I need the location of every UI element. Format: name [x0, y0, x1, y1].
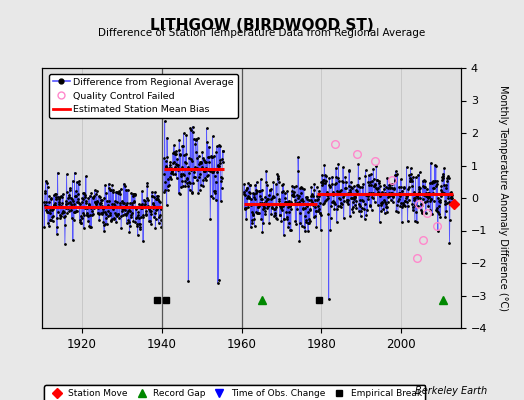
- Text: Difference of Station Temperature Data from Regional Average: Difference of Station Temperature Data f…: [99, 28, 425, 38]
- Text: Berkeley Earth: Berkeley Earth: [415, 386, 487, 396]
- Y-axis label: Monthly Temperature Anomaly Difference (°C): Monthly Temperature Anomaly Difference (…: [498, 85, 508, 311]
- Legend: Station Move, Record Gap, Time of Obs. Change, Empirical Break: Station Move, Record Gap, Time of Obs. C…: [44, 385, 425, 400]
- Text: LITHGOW (BIRDWOOD ST): LITHGOW (BIRDWOOD ST): [150, 18, 374, 33]
